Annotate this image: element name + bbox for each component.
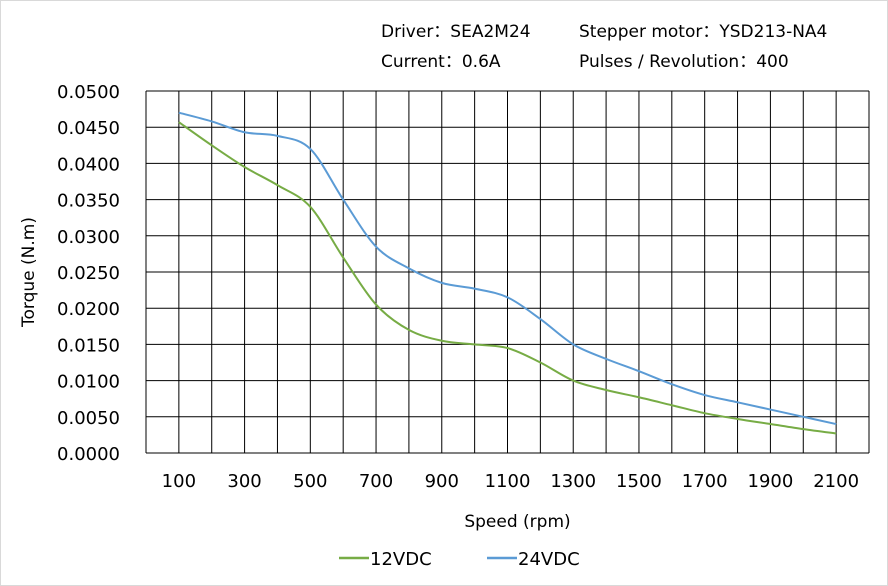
y-tick-label: 0.0000 <box>57 444 120 465</box>
series-line-24VDC <box>178 111 837 426</box>
y-axis-label: Torque (N.m) <box>19 217 39 328</box>
y-tick-label: 0.0050 <box>57 408 120 429</box>
y-tick-label: 0.0150 <box>57 335 120 356</box>
x-tick-label: 1700 <box>682 471 728 492</box>
x-tick-label: 1900 <box>748 471 794 492</box>
current-label: Current：0.6A <box>381 52 501 72</box>
pulses-label: Pulses / Revolution：400 <box>579 52 789 72</box>
x-tick-label: 500 <box>293 471 327 492</box>
x-tick-label: 1500 <box>616 471 662 492</box>
y-tick-label: 0.0450 <box>57 118 120 139</box>
y-tick-label: 0.0350 <box>57 191 120 212</box>
legend-label: 24VDC <box>518 549 580 570</box>
y-tick-label: 0.0400 <box>57 154 120 175</box>
y-tick-label: 0.0300 <box>57 227 120 248</box>
y-tick-label: 0.0500 <box>57 82 120 103</box>
x-tick-label: 900 <box>425 471 459 492</box>
x-axis-label: Speed (rpm) <box>464 512 570 532</box>
x-tick-label: 100 <box>162 471 196 492</box>
motor-label: Stepper motor：YSD213-NA4 <box>579 22 828 42</box>
x-tick-label: 300 <box>227 471 261 492</box>
series-line-12VDC <box>178 121 837 435</box>
legend-label: 12VDC <box>370 549 432 570</box>
x-tick-label: 1100 <box>485 471 531 492</box>
y-tick-label: 0.0250 <box>57 263 120 284</box>
driver-label: Driver：SEA2M24 <box>381 22 531 42</box>
x-tick-label: 1300 <box>550 471 596 492</box>
y-tick-label: 0.0200 <box>57 299 120 320</box>
y-tick-label: 0.0100 <box>57 372 120 393</box>
x-tick-label: 700 <box>359 471 393 492</box>
x-tick-label: 2100 <box>813 471 859 492</box>
